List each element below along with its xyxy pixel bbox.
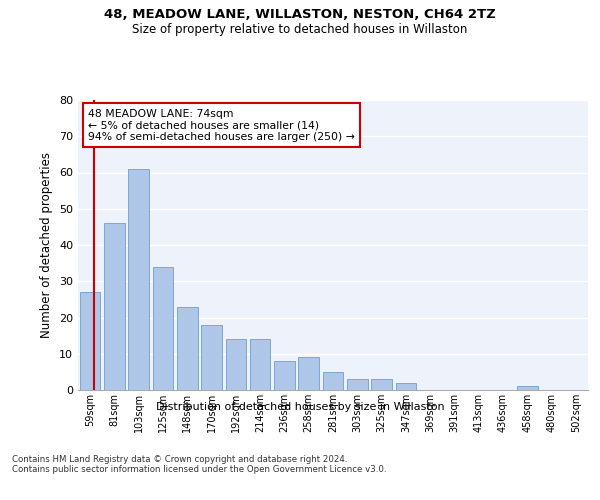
Bar [323, 372, 343, 390]
Text: Distribution of detached houses by size in Willaston: Distribution of detached houses by size … [155, 402, 445, 412]
Y-axis label: Number of detached properties: Number of detached properties [40, 152, 53, 338]
Bar [274, 361, 295, 390]
Text: 48, MEADOW LANE, WILLASTON, NESTON, CH64 2TZ: 48, MEADOW LANE, WILLASTON, NESTON, CH64… [104, 8, 496, 20]
Bar [395, 383, 416, 390]
Bar [177, 306, 197, 390]
Bar [517, 386, 538, 390]
Bar [226, 339, 246, 390]
Bar [201, 325, 222, 390]
Bar [128, 169, 149, 390]
Text: Contains HM Land Registry data © Crown copyright and database right 2024.
Contai: Contains HM Land Registry data © Crown c… [12, 455, 386, 474]
Text: 48 MEADOW LANE: 74sqm
← 5% of detached houses are smaller (14)
94% of semi-detac: 48 MEADOW LANE: 74sqm ← 5% of detached h… [88, 108, 355, 142]
Bar [298, 358, 319, 390]
Bar [152, 267, 173, 390]
Bar [371, 379, 392, 390]
Bar [80, 292, 100, 390]
Bar [250, 339, 271, 390]
Text: Size of property relative to detached houses in Willaston: Size of property relative to detached ho… [133, 22, 467, 36]
Bar [104, 223, 125, 390]
Bar [347, 379, 368, 390]
